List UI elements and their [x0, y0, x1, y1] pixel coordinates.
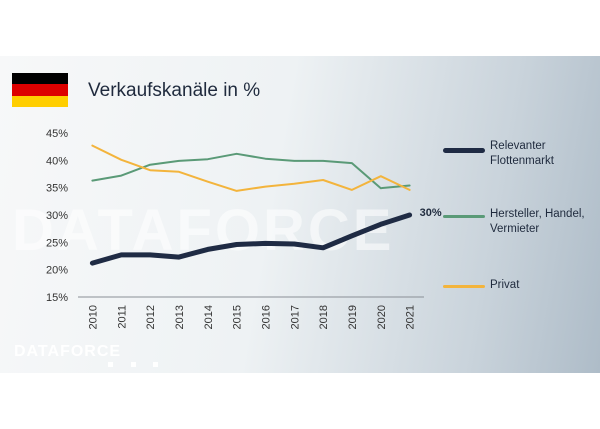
legend-swatch	[443, 148, 485, 153]
x-tick-label: 2011	[116, 305, 128, 329]
line-chart: 15% 20% 25% 30% 35% 40% 45% 2010 2011 2012 2013 201…	[46, 128, 442, 329]
x-tick-label: 2017	[289, 305, 301, 329]
y-tick-label: 45%	[46, 128, 68, 140]
y-tick-label: 40%	[46, 155, 68, 167]
y-tick-label: 30%	[46, 210, 68, 222]
y-tick-label: 20%	[46, 265, 68, 277]
legend-label: Relevanter Flottenmarkt	[490, 140, 554, 167]
x-tick-label: 2020	[376, 305, 388, 329]
x-tick-label: 2021	[405, 305, 417, 329]
germany-flag-icon	[12, 73, 68, 107]
legend-label: Hersteller, Handel, Vermieter	[490, 208, 585, 235]
series-line	[91, 144, 411, 192]
flag-stripe-black	[12, 73, 68, 85]
y-tick-label: 25%	[46, 237, 68, 249]
legend-label: Privat	[490, 279, 520, 291]
x-tick-label: 2016	[260, 305, 272, 329]
y-tick-label: 35%	[46, 183, 68, 195]
x-tick-label: 2018	[318, 305, 330, 329]
x-tick-label: 2014	[203, 305, 215, 329]
y-tick-label: 15%	[46, 292, 68, 304]
series-line	[91, 152, 411, 190]
brand-logo-dots	[108, 362, 160, 368]
x-tick-label: 2012	[145, 305, 157, 329]
x-tick-label: 2010	[87, 305, 99, 329]
brand-logo: DATAFORCE	[14, 343, 122, 360]
flag-stripe-gold	[12, 95, 68, 107]
x-tick-label: 2019	[347, 305, 359, 329]
end-value-label: 30%	[420, 207, 442, 219]
series-line	[89, 212, 413, 266]
slide-background: Verkaufskanäle in % DATAFORCE DATAFORCE	[0, 56, 600, 373]
x-tick-label: 2015	[232, 305, 244, 329]
flag-stripe-red	[12, 84, 68, 96]
legend-swatch	[443, 215, 485, 218]
x-tick-label: 2013	[174, 305, 186, 329]
legend-swatch	[443, 285, 485, 288]
chart-title: Verkaufskanäle in %	[88, 80, 261, 101]
